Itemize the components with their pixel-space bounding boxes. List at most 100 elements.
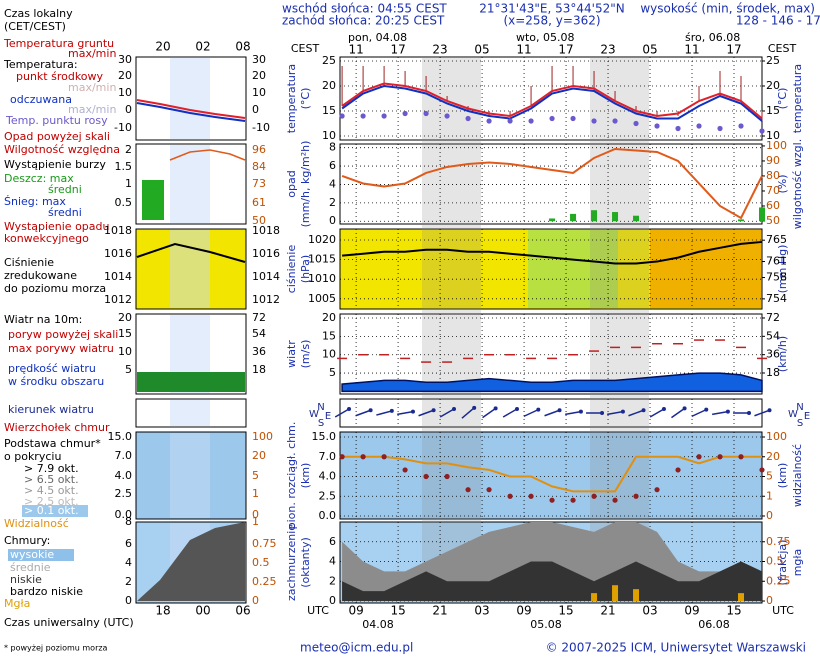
legend-tick: 15.0: [108, 430, 133, 443]
series-bar: [591, 210, 598, 222]
series-dot: [402, 467, 408, 473]
compass-letter: W: [309, 409, 319, 420]
legend-tick: 6: [125, 537, 132, 550]
arrow-head: [514, 407, 519, 411]
arrow-head: [600, 411, 605, 415]
day-label: 06.08: [698, 618, 730, 631]
legend-text: zredukowane: [4, 269, 77, 282]
sunset: zachód słońca: 20:25 CEST: [282, 14, 445, 28]
y-tick-label: 1005: [308, 292, 336, 305]
x-tick-label: 21: [432, 604, 447, 618]
axis-label: widzialność: [791, 444, 804, 507]
series-dot: [570, 497, 576, 503]
legend-text: Temp. punktu rosy: [5, 114, 108, 127]
legend-tick: 10: [252, 86, 266, 99]
series-dot: [360, 454, 366, 460]
y-tick-label: 1015: [308, 253, 336, 266]
legend-tick: 96: [252, 143, 266, 156]
arrow-head: [472, 405, 477, 410]
series-dot: [759, 467, 765, 473]
series-dot: [549, 115, 555, 122]
y2-tick-label: 1: [766, 489, 773, 502]
series-bar: [738, 219, 745, 222]
series-dot: [696, 123, 702, 129]
legend-text: Śnieg: max: [4, 195, 66, 208]
legend-text: poryw powyżej skali: [8, 328, 118, 341]
series-dot: [591, 118, 597, 124]
axis-label: (oktanty): [299, 537, 312, 588]
legend-curve: [136, 102, 246, 122]
grid-cell: (x=258, y=362): [503, 14, 600, 28]
legend-tick: 4: [125, 556, 132, 569]
x-tick-label: 15: [726, 604, 741, 618]
legend-text: bardzo niskie: [10, 585, 83, 598]
legend-tick: 4.0: [115, 469, 133, 482]
arrow-head: [452, 407, 457, 411]
legend-tick: 2.5: [115, 487, 133, 500]
series-area: [342, 561, 762, 602]
series-dot: [759, 128, 765, 134]
wind-arrow: [418, 408, 436, 417]
series-dot: [675, 125, 681, 132]
legend-tick: -10: [252, 121, 270, 134]
legend-text: o pokryciu: [4, 450, 61, 463]
x-tick-label: 05: [474, 43, 489, 57]
legend-tick: 72: [252, 311, 266, 324]
legend-text: Wilgotność względna: [4, 143, 120, 156]
arrow-shaft: [628, 409, 644, 417]
legend-text: Widzialność: [4, 517, 69, 530]
arrow-head: [747, 411, 752, 415]
wind-arrow: [376, 408, 394, 416]
axis-label: opad: [285, 170, 298, 197]
legend-tick: 0: [252, 103, 259, 116]
legend-highlight: [170, 230, 210, 308]
x-tick-label: 23: [432, 43, 447, 57]
copyright: © 2007-2025 ICM, Uniwersytet Warszawski: [546, 641, 806, 655]
legend-tick: 0: [125, 594, 132, 607]
panel: [339, 56, 763, 141]
legend-text: niskie: [10, 573, 42, 586]
arrow-head: [767, 408, 772, 413]
legend-curve: [136, 242, 246, 263]
series-bar: [549, 218, 556, 222]
series-dot: [381, 454, 387, 460]
y-tick-label: 1020: [308, 233, 336, 246]
series-dot: [444, 113, 450, 119]
legend-text: Wiatr na 10m:: [4, 313, 82, 326]
elevation-title: wysokość (min, środek, max): [640, 2, 815, 16]
legend-text: wysokie: [10, 548, 54, 561]
legend-text: Czas lokalny: [4, 7, 73, 20]
series-dot: [402, 110, 408, 117]
series-dot: [633, 120, 639, 127]
wind-arrow: [439, 407, 457, 418]
legend-text: max/min: [68, 81, 116, 94]
series-dot: [654, 123, 660, 129]
series-line: [342, 240, 763, 265]
compass-letter: S: [797, 418, 803, 429]
legend-text: Temperatura:: [3, 58, 78, 71]
zone-top: CEST: [768, 42, 797, 55]
wind-arrow: [397, 409, 415, 416]
legend-tick: 20: [118, 311, 132, 324]
legend-text-bg: [8, 549, 74, 561]
y2-tick-label: 72: [766, 311, 780, 324]
y2-tick-label: 765: [766, 233, 787, 246]
x-tick-label: 03: [642, 604, 657, 618]
y-tick-label: 15.0: [312, 430, 337, 443]
legend-bars: [142, 180, 164, 220]
y2-tick-label: 70: [766, 184, 780, 197]
arrow-shaft: [607, 410, 624, 416]
x-tick-label: 03: [474, 604, 489, 618]
legend-tick: 0: [125, 103, 132, 116]
y-tick-label: 15: [322, 104, 336, 117]
x-tick-label: 21: [600, 604, 615, 618]
y-tick-label: 25: [322, 54, 336, 67]
y2-tick-label: 758: [766, 271, 787, 284]
arrow-head: [725, 409, 730, 414]
arrow-shaft: [565, 410, 582, 416]
wind-arrow: [628, 408, 646, 417]
elevation: 128 - 146 - 176 m: [736, 14, 820, 28]
y-tick-label: 15: [322, 329, 336, 342]
legend-text: max porywy wiatru: [8, 342, 114, 355]
